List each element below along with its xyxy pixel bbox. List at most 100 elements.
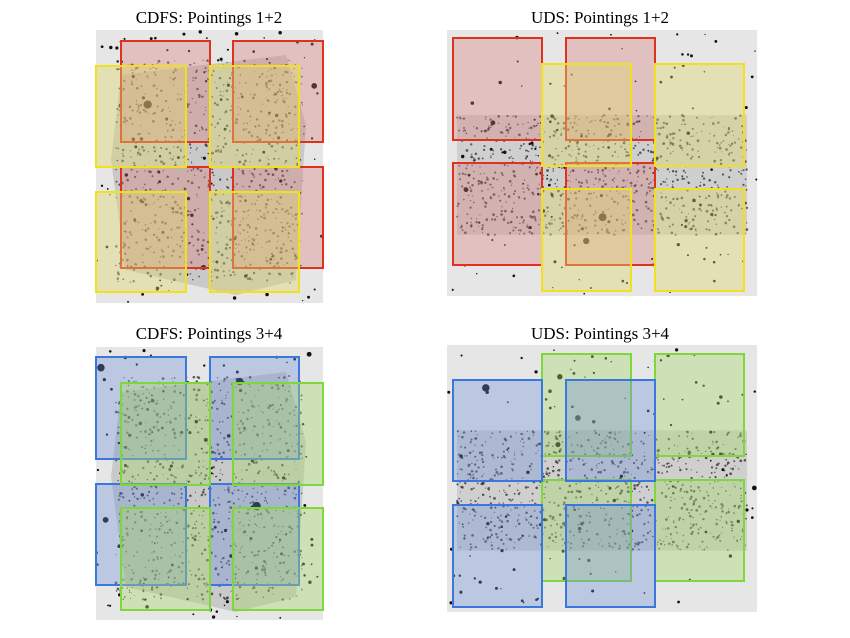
source — [524, 157, 527, 160]
source — [281, 183, 283, 186]
source — [265, 97, 267, 99]
source — [576, 217, 579, 220]
source — [523, 179, 526, 181]
source — [268, 158, 270, 161]
source — [136, 151, 140, 155]
source — [127, 300, 130, 303]
source — [253, 248, 255, 251]
source — [242, 185, 244, 188]
source — [249, 248, 252, 251]
source — [484, 201, 488, 205]
source — [680, 223, 683, 227]
source — [489, 495, 491, 498]
source — [257, 195, 260, 198]
source — [520, 144, 523, 147]
source — [542, 232, 545, 234]
source — [668, 115, 672, 118]
source — [736, 231, 739, 235]
source — [258, 184, 262, 187]
source — [447, 390, 451, 394]
source — [644, 200, 648, 204]
source — [576, 213, 579, 217]
source — [548, 135, 552, 139]
source — [202, 59, 204, 61]
source — [290, 147, 293, 150]
source — [159, 593, 163, 596]
source — [201, 95, 204, 98]
source — [293, 229, 296, 232]
source — [745, 168, 748, 171]
source — [650, 257, 654, 261]
source — [166, 61, 170, 64]
source — [581, 215, 584, 218]
source — [172, 278, 176, 282]
source — [287, 232, 290, 235]
source — [632, 122, 636, 126]
source — [244, 159, 247, 163]
source — [509, 126, 512, 130]
source — [703, 257, 706, 261]
source — [624, 148, 627, 151]
source — [470, 153, 473, 156]
source — [676, 178, 679, 182]
source — [660, 192, 662, 194]
source — [589, 286, 592, 289]
source — [289, 60, 291, 62]
source — [228, 76, 232, 80]
source — [218, 221, 222, 224]
source — [492, 153, 494, 155]
source — [261, 194, 263, 196]
source — [638, 136, 641, 138]
source — [149, 204, 151, 206]
source — [731, 151, 733, 154]
source — [220, 266, 223, 268]
source — [268, 61, 271, 64]
source — [217, 573, 220, 576]
source — [473, 230, 475, 232]
source — [215, 610, 219, 613]
source — [211, 74, 213, 77]
source — [692, 135, 694, 137]
source — [125, 220, 128, 222]
source — [576, 145, 578, 147]
source — [243, 122, 245, 125]
source — [274, 150, 277, 152]
source — [628, 195, 630, 197]
source — [264, 500, 266, 502]
source — [634, 80, 637, 83]
source — [667, 462, 670, 465]
source — [286, 71, 289, 74]
source — [483, 148, 486, 151]
source — [151, 551, 153, 553]
source — [132, 279, 135, 283]
source — [201, 244, 204, 248]
source — [670, 464, 673, 467]
source — [734, 116, 737, 120]
source — [219, 595, 222, 597]
source — [584, 150, 587, 153]
source — [472, 195, 474, 197]
source — [561, 150, 563, 153]
source — [557, 473, 560, 477]
source — [204, 493, 207, 496]
source — [626, 179, 628, 182]
source — [476, 218, 478, 220]
source — [733, 195, 736, 198]
source — [217, 250, 220, 254]
source — [659, 212, 662, 216]
source — [650, 228, 654, 232]
source — [141, 96, 145, 100]
source — [598, 213, 607, 222]
source — [170, 407, 173, 410]
source — [187, 49, 191, 53]
source — [285, 89, 288, 91]
source — [285, 80, 289, 84]
source — [681, 149, 684, 151]
source — [489, 147, 493, 151]
source — [196, 87, 199, 91]
source — [690, 136, 692, 138]
source — [164, 99, 168, 103]
source — [269, 229, 272, 231]
source — [575, 197, 578, 200]
source — [546, 227, 549, 229]
